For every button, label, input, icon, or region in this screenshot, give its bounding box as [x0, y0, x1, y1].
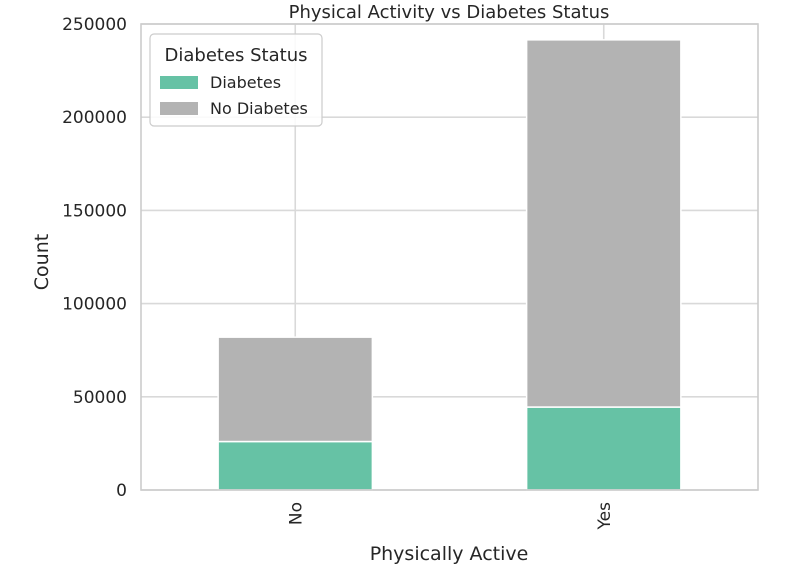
bar-diabetes — [217, 440, 374, 491]
y-tick-label: 0 — [116, 481, 127, 501]
bar-diabetes — [525, 406, 682, 491]
legend-entry: No Diabetes — [210, 99, 308, 118]
legend-title: Diabetes Status — [165, 45, 308, 66]
x-tick-label: No — [286, 502, 306, 525]
y-tick-label: 150000 — [62, 201, 127, 221]
bar-no-diabetes — [525, 39, 682, 408]
y-tick-label: 100000 — [62, 295, 127, 315]
x-axis-label: Physically Active — [370, 543, 529, 565]
chart-title: Physical Activity vs Diabetes Status — [289, 2, 610, 23]
bar-no-diabetes — [217, 336, 374, 443]
legend-entry: Diabetes — [210, 73, 281, 92]
legend-swatch — [160, 102, 198, 115]
plot-frame — [140, 23, 759, 491]
x-tick-label: Yes — [595, 502, 615, 531]
y-tick-label: 200000 — [62, 108, 127, 128]
legend-swatch — [160, 76, 198, 89]
legend: Diabetes Status Diabetes No Diabetes — [149, 33, 323, 127]
y-tick-label: 50000 — [73, 388, 127, 408]
y-tick-label: 250000 — [62, 15, 127, 35]
y-axis-label: Count — [31, 234, 53, 290]
